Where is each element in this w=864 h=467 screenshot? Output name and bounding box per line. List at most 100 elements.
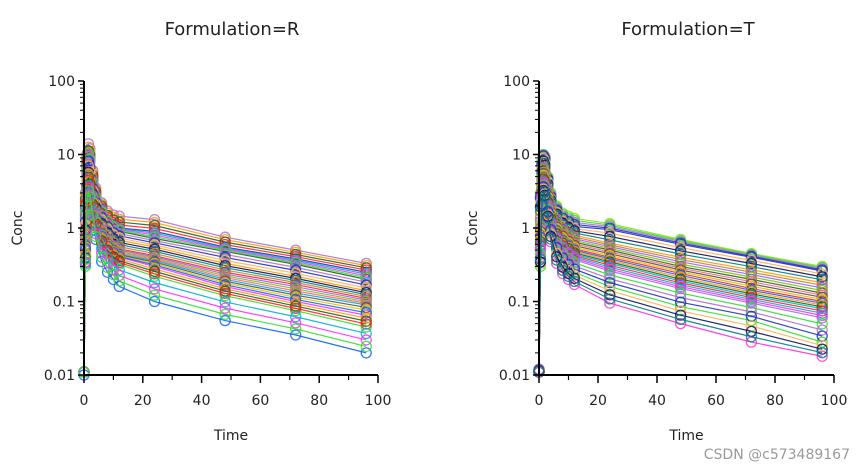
- data-point: [360, 347, 372, 359]
- data-point: [148, 283, 161, 295]
- data-point: [568, 227, 581, 239]
- data-point: [674, 241, 687, 254]
- data-point: [360, 312, 372, 324]
- data-point: [816, 340, 828, 352]
- data-point: [745, 254, 758, 267]
- data-point: [674, 309, 687, 321]
- data-point: [816, 284, 828, 297]
- data-point: [556, 264, 569, 276]
- chart-title: Formulation=R: [165, 19, 300, 40]
- y-tick-label: 100: [503, 74, 530, 90]
- data-point: [219, 248, 231, 261]
- data-point: [674, 281, 687, 293]
- data-point: [816, 309, 828, 322]
- series-group: [533, 148, 828, 378]
- data-point: [674, 258, 687, 270]
- data-point: [568, 272, 581, 285]
- y-tick-label: 0.1: [508, 295, 530, 311]
- data-point: [674, 296, 687, 308]
- data-point: [604, 297, 616, 309]
- data-point: [360, 321, 372, 333]
- data-point: [148, 295, 161, 308]
- x-tick-label: 0: [535, 393, 544, 409]
- data-point: [290, 329, 302, 341]
- series-group: [78, 138, 372, 381]
- series-interp: [533, 186, 828, 376]
- data-point: [551, 251, 563, 263]
- x-tick-label: 80: [310, 393, 328, 409]
- data-point: [674, 305, 687, 317]
- data-point: [219, 279, 231, 291]
- data-point: [745, 257, 758, 270]
- x-tick-label: 40: [648, 393, 666, 409]
- data-point: [568, 275, 581, 288]
- y-tick-label: 10: [57, 148, 75, 164]
- data-point: [87, 209, 99, 221]
- data-point: [101, 261, 114, 274]
- data-point: [219, 287, 231, 300]
- data-point: [816, 268, 828, 280]
- data-point: [568, 269, 581, 281]
- data-point: [148, 213, 161, 226]
- watermark: CSDN @c573489167: [703, 447, 850, 463]
- data-point: [290, 302, 302, 315]
- data-point: [604, 285, 616, 297]
- data-point: [79, 253, 92, 266]
- y-tick-label: 0.01: [499, 368, 530, 384]
- x-tick-label: 20: [589, 393, 607, 409]
- data-point: [95, 251, 108, 263]
- x-tick-label: 0: [80, 393, 89, 409]
- data-point: [290, 285, 302, 297]
- data-point: [556, 261, 569, 273]
- data-point: [604, 269, 616, 281]
- data-point: [113, 275, 125, 287]
- x-axis-label: Time: [213, 428, 248, 444]
- y-tick-label: 0.1: [53, 295, 75, 311]
- x-tick-label: 100: [365, 393, 392, 409]
- data-point: [816, 324, 828, 336]
- x-tick-label: 100: [821, 393, 848, 409]
- data-point: [542, 212, 554, 224]
- data-point: [604, 276, 616, 289]
- y-tick-label: 0.01: [44, 368, 75, 384]
- x-axis-label: Time: [668, 428, 703, 444]
- data-point: [816, 347, 828, 359]
- data-point: [148, 289, 161, 301]
- data-point: [360, 327, 372, 340]
- data-point: [360, 334, 372, 346]
- data-point: [148, 231, 161, 243]
- data-point: [674, 245, 687, 257]
- x-tick-label: 20: [134, 393, 152, 409]
- data-point: [556, 258, 569, 270]
- data-point: [219, 302, 231, 314]
- data-point: [604, 273, 616, 285]
- y-tick-label: 100: [48, 74, 75, 90]
- y-tick-label: 1: [66, 221, 75, 237]
- data-point: [604, 280, 616, 293]
- data-point: [604, 227, 616, 239]
- y-axis-label: Conc: [10, 211, 26, 246]
- series-interp: [78, 184, 372, 378]
- data-point: [816, 301, 828, 313]
- data-point: [148, 268, 161, 280]
- x-tick-label: 40: [193, 393, 211, 409]
- y-tick-label: 10: [512, 148, 530, 164]
- data-point: [745, 331, 758, 343]
- data-point: [745, 306, 758, 318]
- data-point: [219, 314, 231, 327]
- data-point: [90, 230, 102, 243]
- data-point: [604, 289, 616, 301]
- x-tick-label: 80: [766, 393, 784, 409]
- x-tick-label: 60: [707, 393, 725, 409]
- data-point: [290, 317, 302, 329]
- data-point: [360, 340, 372, 353]
- data-point: [816, 343, 828, 355]
- data-point: [816, 271, 828, 283]
- data-point: [290, 323, 302, 335]
- data-point: [604, 293, 616, 305]
- panel-formulation-r: Formulation=R 0 20 40 60 80 100 0.01 0.1 1 10 100 Ti…: [10, 19, 391, 444]
- y-axis-label: Conc: [465, 211, 481, 246]
- chart-title: Formulation=T: [621, 19, 755, 40]
- data-point: [148, 239, 161, 251]
